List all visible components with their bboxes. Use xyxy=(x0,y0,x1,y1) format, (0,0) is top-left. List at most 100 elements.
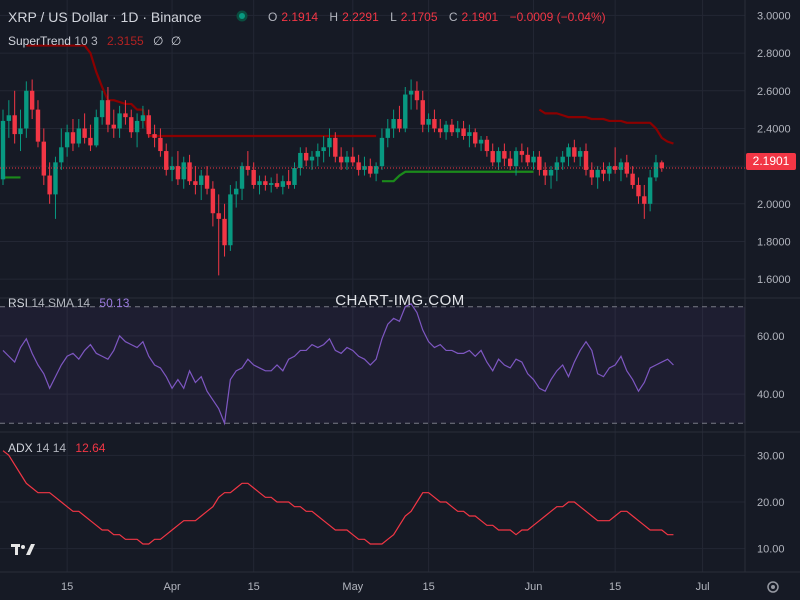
candle-body xyxy=(0,120,6,180)
candle-body xyxy=(24,90,29,129)
candle-body xyxy=(601,169,606,174)
candle-body xyxy=(193,181,198,185)
candle-body xyxy=(379,137,385,167)
candle-body xyxy=(47,175,52,195)
ohlc-readout: O 2.1914 H 2.2291 L 2.1705 C 2.1901 −0.0009 … xyxy=(268,10,610,24)
candle-body xyxy=(245,166,251,170)
tradingview-logo[interactable] xyxy=(10,540,38,560)
candle-body xyxy=(140,115,146,121)
change-value: −0.0009 (−0.04%) xyxy=(509,10,606,24)
candle-body xyxy=(263,181,268,185)
candle-body xyxy=(525,154,530,163)
candle-body xyxy=(216,213,221,219)
rsi-value: 50.13 xyxy=(99,296,130,310)
candle-body xyxy=(53,162,58,195)
rsi-band-fill xyxy=(0,306,745,424)
price-tick-label: 1.8000 xyxy=(757,236,791,248)
candle-body xyxy=(647,177,653,204)
time-tick-label: Apr xyxy=(164,581,181,593)
high-label: H xyxy=(329,10,339,24)
rsi-tick-label: 60.00 xyxy=(757,331,785,343)
price-tick-label: 2.8000 xyxy=(757,48,791,60)
time-axis[interactable]: 15 Apr 15 May 15 Jun 15 Jul xyxy=(61,581,710,593)
candle-body xyxy=(210,188,216,214)
price-tick-label: 1.6000 xyxy=(757,274,791,286)
candle-body xyxy=(362,166,367,170)
low-label: L xyxy=(390,10,397,24)
candle-body xyxy=(321,147,326,152)
candle-body xyxy=(414,90,420,101)
adx-label: ADX xyxy=(8,441,33,455)
candle-body xyxy=(169,166,175,170)
time-tick-label: 15 xyxy=(248,581,260,593)
candle-body xyxy=(99,100,105,118)
supertrend-label: SuperTrend xyxy=(8,34,71,48)
close-value: 2.1901 xyxy=(461,10,499,24)
candle-body xyxy=(29,90,35,110)
candle-body xyxy=(496,151,501,163)
high-value: 2.2291 xyxy=(342,10,379,24)
rsi-pane[interactable] xyxy=(0,303,745,426)
candle-body xyxy=(134,120,140,133)
candle-body xyxy=(554,162,560,170)
candle-body xyxy=(12,115,17,135)
adx-legend[interactable]: ADX 14 14 12.64 xyxy=(8,441,105,455)
settings-gear-icon[interactable] xyxy=(767,581,779,593)
candle-body xyxy=(123,113,128,118)
candle-body xyxy=(105,100,111,125)
adx-params: 14 14 xyxy=(36,441,67,455)
candle-body xyxy=(542,169,548,176)
candle-body xyxy=(309,156,315,161)
candle-body xyxy=(251,169,256,185)
candle-body xyxy=(473,132,478,144)
adx-pane[interactable] xyxy=(2,450,674,545)
candle-body xyxy=(490,151,495,163)
candle-body xyxy=(239,166,245,189)
rsi-legend[interactable]: RSI 14 SMA 14 50.13 xyxy=(8,296,129,310)
candle-body xyxy=(234,188,239,195)
supertrend-legend[interactable]: SuperTrend 10 3 2.3155 ∅ ∅ xyxy=(8,34,181,48)
candle-body xyxy=(467,132,472,136)
candle-body xyxy=(268,183,274,185)
price-tick-label: 3.0000 xyxy=(757,10,791,22)
candle-body xyxy=(88,137,93,146)
candle-body xyxy=(618,162,624,170)
candle-body xyxy=(537,156,542,170)
candle-body xyxy=(333,137,338,157)
candle-body xyxy=(175,166,181,180)
candle-body xyxy=(257,181,262,185)
candle-body xyxy=(577,151,583,157)
candle-body xyxy=(303,152,309,161)
symbol-title: XRP / US Dollar · 1D · Binance xyxy=(8,9,202,25)
candle-body xyxy=(432,119,437,129)
candle-body xyxy=(519,151,525,155)
candle-body xyxy=(35,109,41,142)
time-tick-label: May xyxy=(342,581,363,593)
candle-body xyxy=(630,173,635,185)
candlestick-series[interactable] xyxy=(0,79,664,276)
candle-body xyxy=(274,183,280,187)
candle-body xyxy=(373,166,379,174)
candle-body xyxy=(315,151,321,157)
candle-body xyxy=(438,128,443,133)
candle-body xyxy=(508,158,513,167)
time-tick-label: 15 xyxy=(422,581,434,593)
supertrend-params: 10 3 xyxy=(74,34,98,48)
candle-body xyxy=(187,162,192,182)
candle-body xyxy=(566,147,571,157)
candle-body xyxy=(624,162,630,174)
candle-body xyxy=(6,115,12,121)
price-axis[interactable]: 3.00002.80002.60002.40002.20002.00001.80… xyxy=(757,10,791,555)
candle-body xyxy=(286,181,291,185)
candle-body xyxy=(41,141,47,176)
close-label: C xyxy=(448,10,458,24)
candle-body xyxy=(350,156,355,163)
candle-body xyxy=(659,162,664,169)
candle-body xyxy=(461,128,466,136)
time-tick-label: Jun xyxy=(525,581,543,593)
candle-body xyxy=(338,156,344,163)
candle-body xyxy=(572,147,577,157)
candle-body xyxy=(548,169,554,176)
rsi-tick-label: 40.00 xyxy=(757,389,785,401)
